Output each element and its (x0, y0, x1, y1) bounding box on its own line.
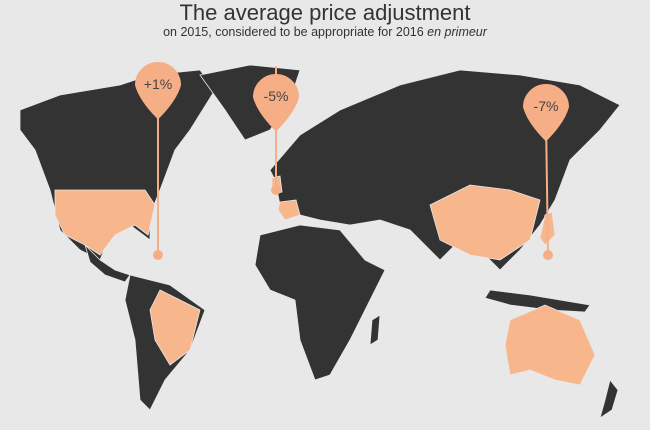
pin-label-asia: -7% (533, 98, 559, 114)
pin-label-europe: -5% (263, 88, 289, 104)
pin-label-americas: +1% (143, 76, 173, 92)
indonesia (484, 289, 591, 313)
australia-highlight (504, 304, 596, 386)
france-highlight (277, 199, 301, 221)
chart-title: The average price adjustment (179, 0, 471, 25)
pin-americas (134, 62, 182, 260)
usa-highlight (54, 189, 156, 256)
africa (254, 224, 386, 381)
madagascar (369, 314, 381, 346)
brazil-highlight (149, 289, 201, 366)
chart-subtitle: on 2015, considered to be appropriate fo… (0, 25, 650, 39)
china-highlight (429, 184, 541, 261)
pin-europe (252, 66, 300, 195)
new-zealand (599, 379, 619, 419)
pin-asia (522, 84, 570, 260)
subtitle-italic: en primeur (427, 25, 487, 39)
subtitle-text: on 2015, considered to be appropriate fo… (163, 25, 424, 39)
central-america (84, 244, 131, 283)
